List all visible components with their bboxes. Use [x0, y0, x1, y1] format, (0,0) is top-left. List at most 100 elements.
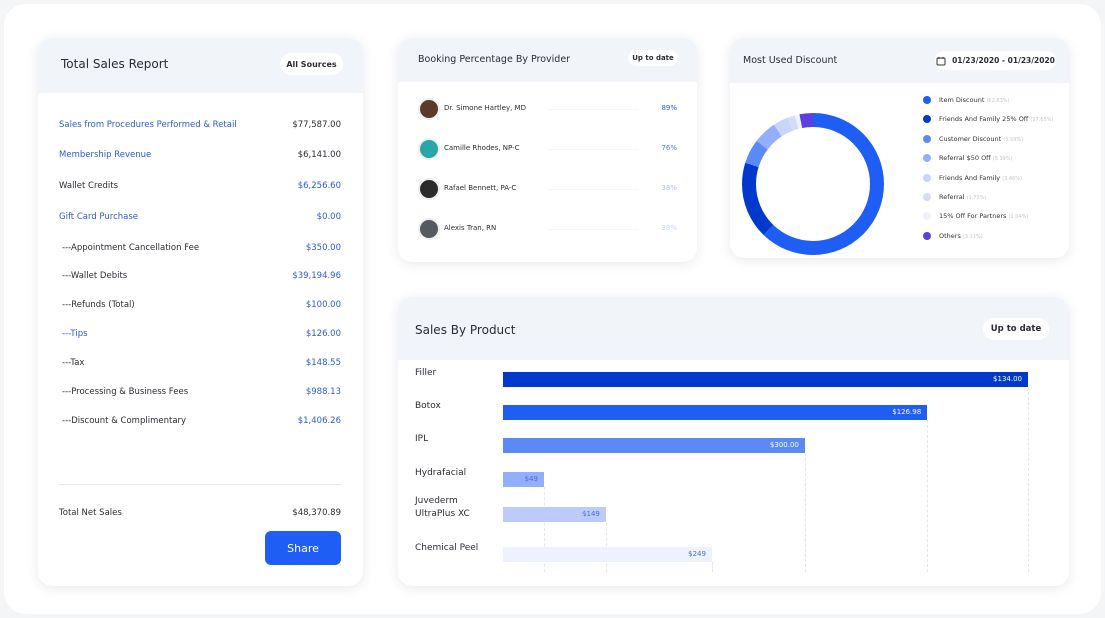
- legend-label: Friends And Family 25% Off: [939, 115, 1029, 124]
- card-title: Total Sales Report: [61, 57, 169, 71]
- sales-row: Sales from Procedures Performed & Retail…: [59, 120, 341, 130]
- sales-row-value: $350.00: [305, 243, 341, 253]
- total-sales-report-card: Total Sales Report All Sources Total Net…: [38, 38, 363, 586]
- products-filter-button[interactable]: Up to date: [983, 318, 1049, 340]
- product-bar[interactable]: $126.98: [503, 405, 928, 420]
- provider-item[interactable]: Rafael Bennett, PA-C 38%: [418, 178, 677, 200]
- progress-track: [548, 149, 638, 150]
- legend-dot-icon: [923, 173, 931, 182]
- legend-dot-icon: [923, 154, 931, 163]
- donut-slice[interactable]: [742, 113, 884, 255]
- legend-item: Customer Discount (5.59%): [923, 134, 1024, 143]
- sales-row-value: $6,256.60: [297, 181, 341, 191]
- bar-value-label: $249: [688, 550, 706, 558]
- product-bar[interactable]: $300.00: [503, 438, 805, 453]
- legend-text: Referral (1.73%): [939, 193, 986, 201]
- avatar: [418, 178, 440, 200]
- card-title: Booking Percentage By Provider: [418, 54, 571, 65]
- provider-item[interactable]: Dr. Simone Hartley, MD 89%: [418, 98, 677, 120]
- legend-text: Others (3.11%): [939, 232, 983, 240]
- booking-filter-button[interactable]: Up to date: [628, 50, 678, 66]
- sales-row-label[interactable]: Membership Revenue: [59, 150, 152, 160]
- legend-label: 15% Off For Partners: [939, 212, 1007, 221]
- legend-label: Referral: [939, 193, 965, 201]
- product-bar[interactable]: $49: [503, 472, 544, 487]
- legend-item: 15% Off For Partners (1.04%): [923, 212, 1028, 221]
- legend-percent: (5.39%): [992, 156, 1013, 163]
- sales-row-label[interactable]: Gift Card Purchase: [59, 212, 139, 222]
- legend-dot-icon: [923, 96, 931, 104]
- provider-percent: 38%: [661, 224, 677, 232]
- legend-percent: (17.65%): [1030, 117, 1054, 124]
- sales-row: Membership Revenue $6,141.00: [59, 150, 341, 160]
- product-label: Juvederm UltraPlus XC: [415, 496, 470, 519]
- date-range-text: 01/23/2020 - 01/23/2020: [952, 56, 1055, 65]
- product-bar[interactable]: $134.00: [503, 372, 1028, 387]
- share-button[interactable]: Share: [265, 531, 341, 565]
- sales-row: Gift Card Purchase $0.00: [59, 212, 341, 222]
- progress-track: [548, 189, 638, 190]
- legend-dot-icon: [923, 231, 931, 240]
- sales-row: ---Tips $126.00: [59, 329, 341, 339]
- sales-row-value: $1,406.26: [297, 416, 341, 426]
- legend-text: Item Discount (62.63%): [939, 96, 1009, 104]
- provider-name: Alexis Tran, RN: [444, 224, 497, 232]
- grid-line: [804, 453, 806, 572]
- legend-label: Friends And Family: [939, 173, 1001, 182]
- bar-value-label: $134.00: [993, 375, 1022, 383]
- sales-row-label[interactable]: ---Tips: [62, 329, 88, 339]
- sales-row-label: Wallet Credits: [59, 181, 119, 191]
- provider-item[interactable]: Camille Rhodes, NP-C 76%: [418, 138, 677, 160]
- sales-row-label: ---Appointment Cancellation Fee: [62, 243, 200, 253]
- sales-row-value: $126.00: [305, 329, 341, 339]
- progress-track: [548, 109, 638, 110]
- legend-percent: (1.04%): [1008, 214, 1029, 221]
- legend-percent: (62.63%): [986, 98, 1010, 104]
- provider-name: Rafael Bennett, PA-C: [444, 184, 517, 192]
- product-label: Hydrafacial: [415, 468, 467, 478]
- discount-donut-chart: [742, 113, 884, 255]
- bar-value-label: $300.00: [769, 441, 799, 449]
- divider: [59, 484, 341, 485]
- legend-item: Item Discount (62.63%): [923, 96, 1009, 104]
- provider-name: Camille Rhodes, NP-C: [444, 144, 520, 152]
- total-net-sales-label: Total Net Sales: [59, 508, 122, 518]
- legend-item: Friends And Family 25% Off (17.65%): [923, 115, 1054, 124]
- sales-row: ---Refunds (Total) $100.00: [59, 300, 341, 310]
- sources-filter-button[interactable]: All Sources: [280, 53, 343, 75]
- grid-line: [543, 487, 545, 572]
- provider-percent: 38%: [661, 184, 677, 192]
- sales-row-value: $39,194.96: [292, 271, 341, 281]
- product-label: Botox: [415, 401, 441, 411]
- donut-slice[interactable]: [742, 113, 884, 255]
- sales-row-label[interactable]: Sales from Procedures Performed & Retail: [59, 120, 237, 130]
- sales-row: ---Appointment Cancellation Fee $350.00: [59, 243, 341, 253]
- bar-value-label: $126.98: [892, 408, 922, 416]
- legend-percent: (3.11%): [962, 233, 983, 240]
- product-bar[interactable]: $249: [503, 547, 712, 562]
- sales-row: ---Discount & Complimentary $1,406.26: [59, 416, 341, 426]
- grid-line: [927, 420, 929, 572]
- provider-percent: 76%: [661, 144, 677, 152]
- booking-percentage-card: Booking Percentage By Provider Up to dat…: [398, 38, 697, 262]
- date-range-picker[interactable]: 01/23/2020 - 01/23/2020: [935, 51, 1056, 70]
- product-label: Filler: [415, 368, 437, 378]
- grid-line: [1028, 387, 1029, 572]
- sales-row-value: $6,141.00: [297, 150, 341, 160]
- sales-row-value: $0.00: [316, 212, 341, 222]
- card-title: Sales By Product: [415, 323, 516, 337]
- sales-row-label: ---Discount & Complimentary: [62, 416, 187, 426]
- legend-percent: (3.46%): [1002, 175, 1022, 182]
- legend-text: 15% Off For Partners (1.04%): [939, 212, 1028, 220]
- provider-name: Dr. Simone Hartley, MD: [444, 104, 526, 112]
- sales-row-label: ---Wallet Debits: [62, 271, 128, 281]
- provider-item[interactable]: Alexis Tran, RN 38%: [418, 218, 677, 240]
- legend-percent: (1.73%): [966, 195, 987, 201]
- legend-percent: (5.59%): [1003, 136, 1024, 143]
- sales-row: ---Wallet Debits $39,194.96: [59, 271, 341, 281]
- sales-row-value: $100.00: [305, 300, 341, 310]
- most-used-discount-card: Most Used Discount 01/23/2020 - 01/23/20…: [730, 38, 1069, 258]
- calendar-icon: [936, 56, 946, 65]
- legend-label: Referral $50 Off: [939, 154, 991, 163]
- product-bar[interactable]: $149: [503, 507, 606, 522]
